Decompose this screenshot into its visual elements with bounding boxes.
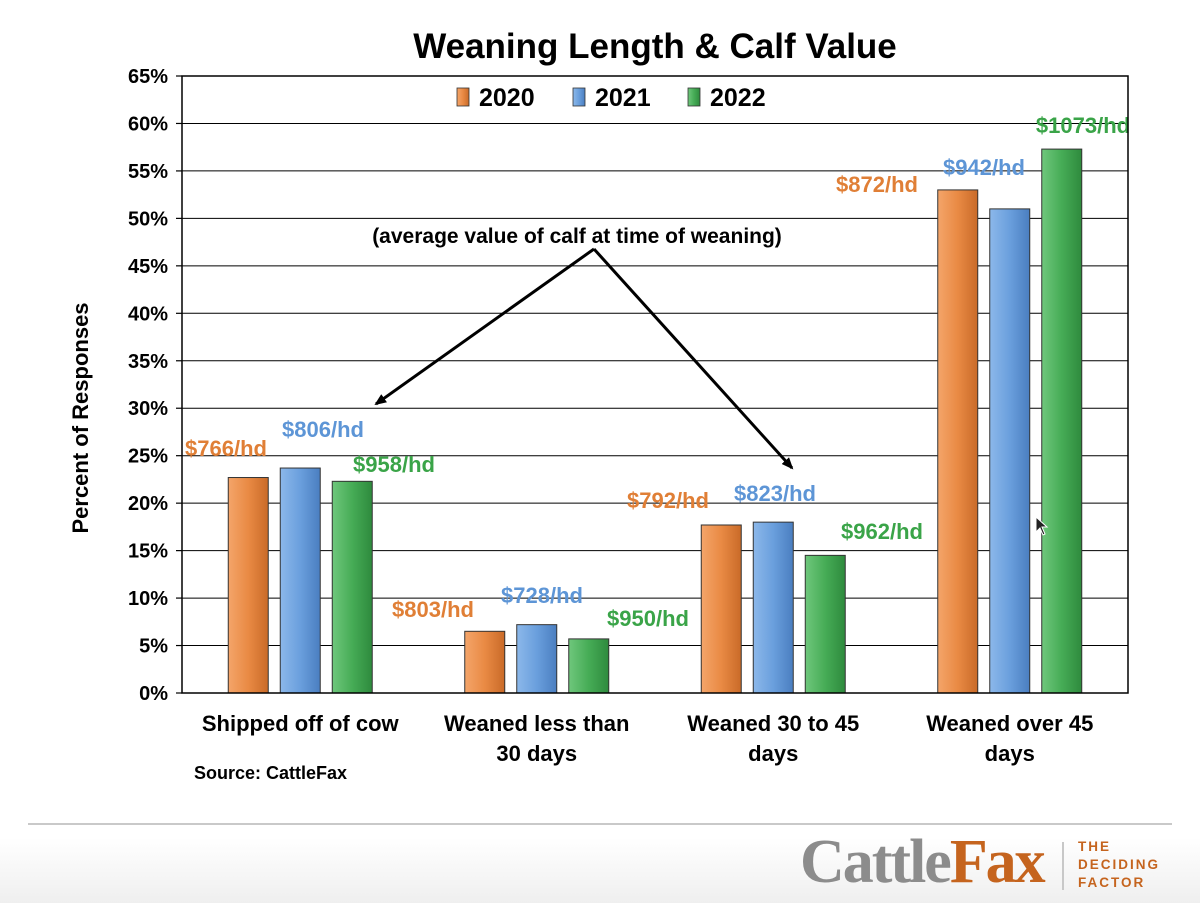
footer-divider (28, 823, 1172, 825)
x-tick-label: Shipped off of cow (202, 711, 400, 736)
tagline-line: FACTOR (1078, 875, 1146, 890)
legend-label-2022: 2022 (710, 84, 766, 112)
bar-2021 (516, 624, 558, 694)
value-label-2022: $1073/hd (1036, 113, 1130, 138)
annotation-arrow-right (592, 247, 794, 470)
value-label-2020: $872/hd (836, 172, 918, 197)
value-label-2022: $950/hd (607, 606, 689, 631)
y-tick-label: 0% (139, 683, 168, 705)
legend-label-2021: 2021 (595, 84, 651, 112)
y-tick-label: 50% (128, 208, 168, 230)
bar-2020 (937, 189, 979, 694)
y-tick-label: 15% (128, 541, 168, 563)
value-label-2021: $823/hd (734, 481, 816, 506)
y-tick-label: 10% (128, 588, 168, 610)
logo-divider (1062, 842, 1064, 890)
x-tick-label: Weaned over 45 days (926, 711, 1093, 766)
bar-2021 (279, 467, 321, 694)
tagline-line: THE (1078, 839, 1111, 854)
y-axis-label: Percent of Responses (68, 302, 93, 533)
y-tick-label: 30% (128, 398, 168, 420)
bar-2022 (331, 480, 373, 694)
logo-text-fax: Fax (949, 828, 1046, 896)
y-tick-label: 45% (128, 256, 168, 278)
footer-background (0, 838, 1200, 903)
tagline-line: DECIDING (1078, 857, 1161, 872)
value-label-2022: $962/hd (841, 519, 923, 544)
annotation-text: (average value of calf at time of weanin… (372, 225, 782, 248)
x-tick-label: Weaned less than 30 days (444, 711, 629, 766)
bar-2020 (700, 524, 742, 694)
bar-2021 (752, 521, 794, 694)
annotation-arrow-left (374, 247, 595, 406)
cattlefax-logo: CattleFax (800, 826, 1046, 898)
y-tick-label: 40% (128, 303, 168, 325)
bar-2021 (989, 208, 1031, 694)
legend-swatch-2020 (456, 87, 470, 107)
plot-frame (181, 75, 1129, 694)
bar-2022 (568, 638, 610, 694)
bar-2022 (804, 554, 846, 694)
value-label-2021: $728/hd (501, 583, 583, 608)
value-label-2021: $942/hd (943, 155, 1025, 180)
x-tick-label: Weaned 30 to 45 days (687, 711, 859, 766)
y-tick-label: 35% (128, 351, 168, 373)
y-tick-label: 65% (128, 66, 168, 88)
y-tick-label: 5% (139, 636, 168, 658)
value-label-2022: $958/hd (353, 452, 435, 477)
logo-tagline: THE DECIDING FACTOR (1078, 838, 1160, 892)
value-label-2020: $766/hd (185, 436, 267, 461)
source-note: Source: CattleFax (194, 763, 347, 783)
legend-swatch-2021 (572, 87, 586, 107)
y-tick-label: 20% (128, 493, 168, 515)
y-tick-label: 55% (128, 161, 168, 183)
value-label-2020: $803/hd (392, 597, 474, 622)
y-tick-label: 25% (128, 446, 168, 468)
bar-2020 (464, 630, 506, 694)
legend-label-2020: 2020 (479, 84, 535, 112)
value-label-2021: $806/hd (282, 417, 364, 442)
value-label-2020: $792/hd (627, 488, 709, 513)
legend-swatch-2022 (687, 87, 701, 107)
bar-2020 (227, 477, 269, 694)
y-tick-label: 60% (128, 113, 168, 135)
chart-title: Weaning Length & Calf Value (413, 27, 897, 66)
cursor-icon (1035, 515, 1049, 536)
bar-2022 (1041, 148, 1083, 694)
logo-text-cattle: Cattle (800, 828, 952, 896)
